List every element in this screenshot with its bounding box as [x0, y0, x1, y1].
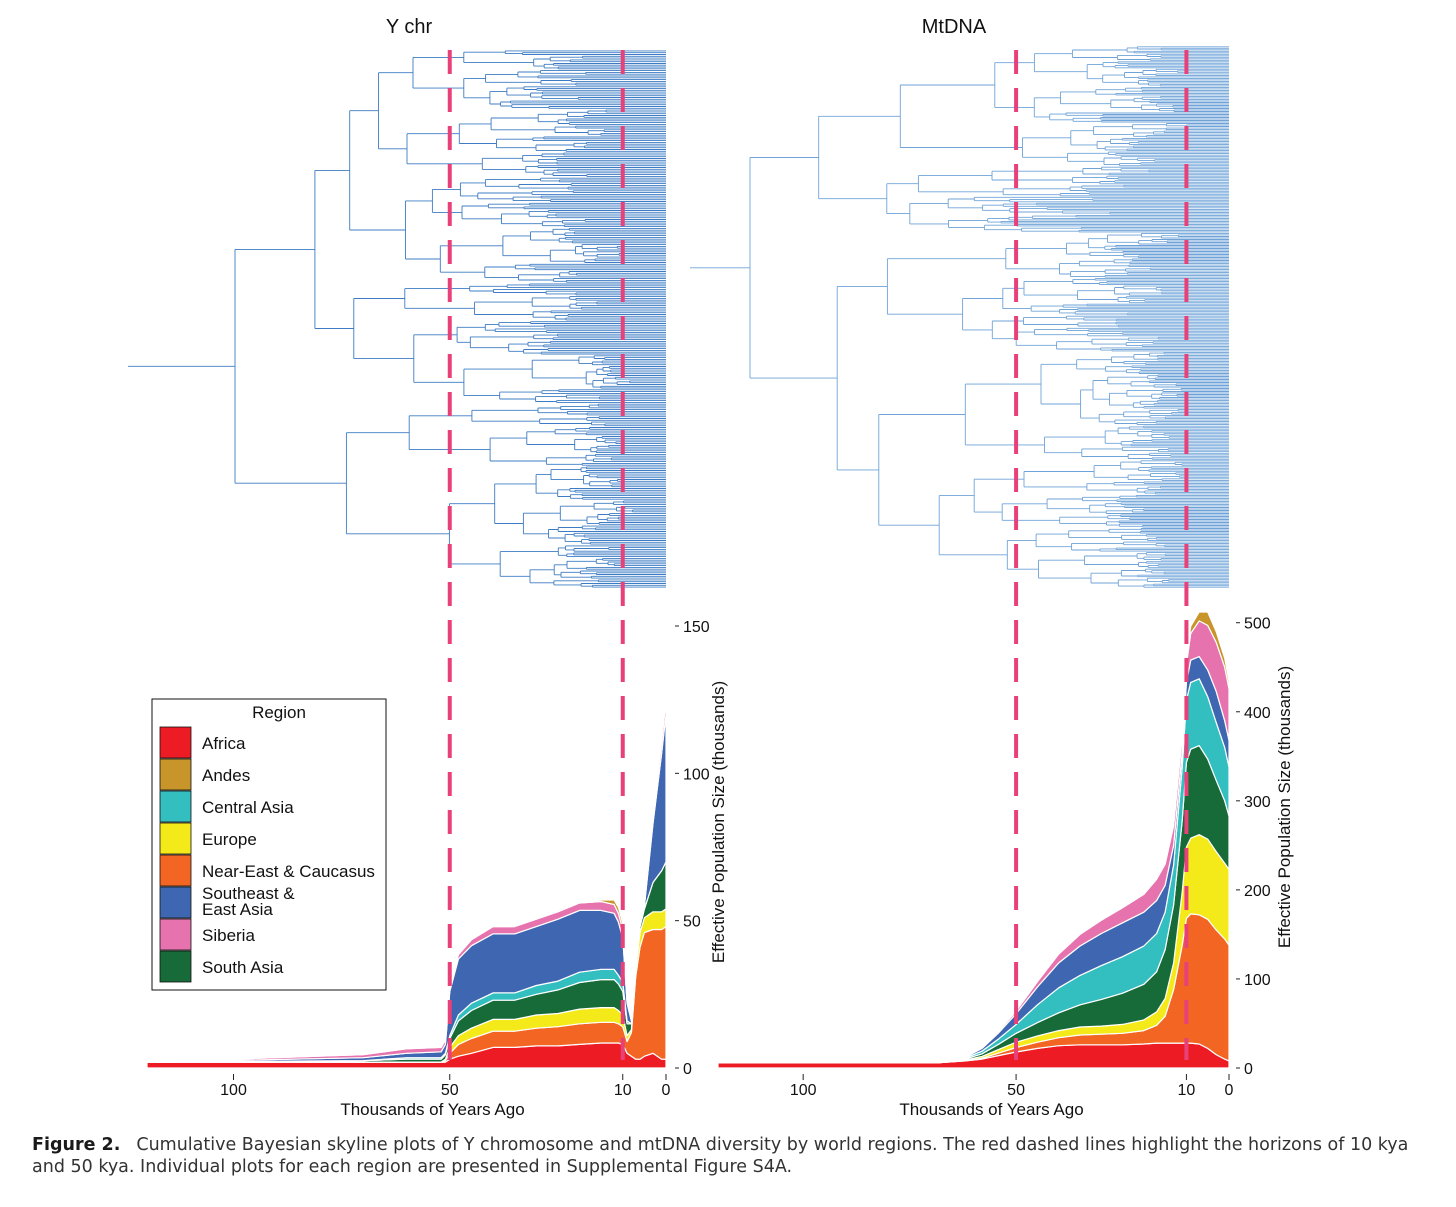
- tree-branches: [128, 50, 666, 588]
- y-axis: 0 100 200 300 400 500 Effective Population Siz…: [1236, 616, 1294, 1078]
- x-tick-label: 100: [790, 1082, 817, 1099]
- x-tick-label: 50: [441, 1082, 459, 1099]
- phylogenetic-trees: [128, 46, 1229, 588]
- y-tick-label: 50: [683, 914, 701, 931]
- legend-swatch: [159, 854, 192, 887]
- x-tick-label: 10: [614, 1082, 632, 1099]
- legend-swatch: [159, 950, 192, 983]
- y-tick-label: 400: [1244, 705, 1271, 722]
- legend-label: Siberia: [202, 926, 255, 945]
- y-axis-label: Effective Population Size (thousands): [709, 681, 728, 963]
- legend-swatch: [159, 758, 192, 791]
- y-tick-label: 100: [683, 766, 710, 783]
- y-tick-label: 500: [1244, 616, 1271, 633]
- legend-swatch: [159, 790, 192, 823]
- legend-label: Near-East & Caucasus: [202, 862, 375, 881]
- figure-caption: Figure 2. Cumulative Bayesian skyline plo…: [32, 1134, 1422, 1178]
- legend-label: Europe: [202, 830, 257, 849]
- x-tick-label: 100: [220, 1082, 247, 1099]
- y-tick-label: 0: [683, 1061, 692, 1078]
- caption-text: Cumulative Bayesian skyline plots of Y c…: [32, 1135, 1409, 1177]
- phylogenetic-tree: [690, 46, 1229, 588]
- area-andes: [717, 611, 1230, 1064]
- legend-label: Andes: [202, 766, 250, 785]
- y-tick-label: 150: [683, 619, 710, 636]
- caption-label: Figure 2.: [32, 1135, 121, 1155]
- y-axis: 0 50 100 150 Effective Population Size (thou…: [675, 619, 728, 1078]
- y-tick-label: 0: [1244, 1061, 1253, 1078]
- x-tick-label: 0: [662, 1082, 671, 1099]
- x-tick-label: 10: [1178, 1082, 1196, 1099]
- panel-title: MtDNA: [922, 16, 987, 38]
- panel-title: Y chr: [386, 16, 433, 38]
- x-tick-label: 50: [1007, 1082, 1025, 1099]
- legend-label: Southeast & East Asia: [202, 884, 299, 919]
- legend-swatch: [159, 918, 192, 951]
- y-axis-label: Effective Population Size (thousands): [1275, 666, 1294, 948]
- x-axis-label: Thousands of Years Ago: [899, 1100, 1083, 1119]
- legend-label: Central Asia: [202, 798, 294, 817]
- legend: Region Africa Andes Central Asia Europe Near-…: [151, 698, 387, 991]
- phylogenetic-tree: [128, 50, 666, 588]
- area-andes: [146, 693, 667, 1063]
- legend-swatch: [159, 822, 192, 855]
- y-tick-label: 100: [1244, 972, 1271, 989]
- legend-label: South Asia: [202, 958, 284, 977]
- tree-branches: [690, 46, 1229, 588]
- legend-label: Africa: [202, 734, 246, 753]
- legend-swatch: [159, 886, 192, 919]
- legend-title: Region: [252, 703, 306, 722]
- horizon-lines: [447, 50, 1189, 1060]
- legend-swatch: [159, 726, 192, 759]
- y-tick-label: 300: [1244, 794, 1271, 811]
- x-axis-label: Thousands of Years Ago: [340, 1100, 524, 1119]
- y-tick-label: 200: [1244, 883, 1271, 900]
- x-tick-label: 0: [1225, 1082, 1234, 1099]
